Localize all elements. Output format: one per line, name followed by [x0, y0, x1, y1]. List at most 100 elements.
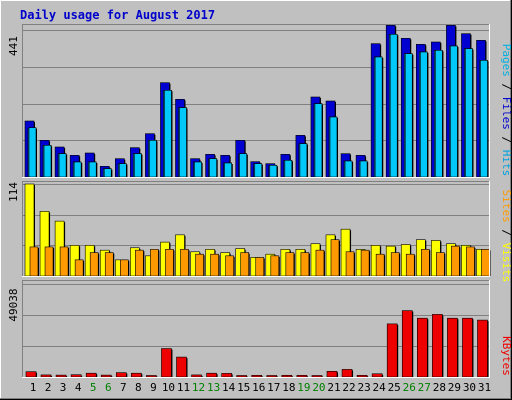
kbytes-bar-10-fill — [161, 348, 172, 378]
panel-visits-grid — [23, 184, 489, 246]
pages-bar-18-fill — [284, 160, 293, 178]
pages-bar-21-fill — [329, 116, 338, 178]
kbytes-bar-31 — [477, 319, 489, 378]
kbytes-bar-26 — [401, 310, 414, 378]
kbytes-bar-15-fill — [236, 375, 247, 378]
kbytes-bar-3 — [55, 374, 68, 378]
pages-bar-14-fill — [224, 162, 232, 178]
kbytes-bar-28 — [432, 314, 444, 378]
hits-legend-part-2: Files — [500, 97, 512, 130]
day-label-10: 10 — [162, 381, 175, 394]
sites-bar-7 — [120, 259, 130, 277]
kbytes-bar-9-fill — [146, 375, 157, 378]
panel-hits: 441 Pages / Files / Hits — [7, 24, 512, 178]
kbytes-bar-8-fill — [131, 372, 142, 378]
pages-bar-1-fill — [28, 127, 37, 178]
panel-visits-border-light — [22, 181, 490, 277]
pages-bar-21 — [329, 116, 338, 178]
sites-bar-22 — [345, 251, 356, 277]
panel-kbytes-ymax-label: 49038 — [7, 288, 20, 321]
sites-bar-17-fill — [270, 255, 280, 277]
sites-bar-19-fill — [300, 252, 310, 277]
pages-bar-30-fill — [465, 48, 473, 178]
pages-bar-18 — [284, 160, 293, 178]
panel-hits-border-light — [22, 24, 490, 178]
kbytes-bar-24 — [371, 373, 384, 378]
sites-bar-29 — [451, 245, 461, 277]
kbytes-bar-15 — [236, 375, 248, 378]
pages-bar-5-fill — [88, 161, 97, 178]
pages-bar-23 — [359, 160, 369, 178]
sites-bar-2-fill — [44, 246, 54, 277]
pages-bar-20 — [314, 103, 323, 178]
pages-bar-31-fill — [480, 60, 488, 178]
sites-bar-20-fill — [315, 249, 325, 277]
sites-bar-3 — [59, 246, 70, 277]
pages-bar-20-fill — [314, 103, 323, 178]
pages-bar-13 — [209, 158, 218, 178]
day-label-17: 17 — [267, 381, 280, 394]
day-label-8: 8 — [135, 381, 142, 394]
sites-bar-24-fill — [375, 253, 385, 277]
sites-bar-11 — [180, 249, 190, 277]
sites-bar-16-fill — [255, 257, 265, 277]
pages-bar-4 — [73, 161, 83, 178]
sites-bar-14-fill — [225, 255, 234, 277]
pages-bar-10 — [164, 90, 173, 178]
sites-bar-8-fill — [135, 249, 144, 277]
day-label-11: 11 — [177, 381, 190, 394]
pages-bar-26 — [404, 53, 414, 178]
kbytes-bar-5-fill — [85, 372, 97, 378]
panel-kbytes-bars — [25, 310, 489, 378]
sites-bar-5-fill — [89, 252, 99, 277]
sites-bar-30-fill — [466, 246, 475, 277]
kbytes-bar-7-fill — [116, 372, 127, 378]
kbytes-bar-18 — [281, 374, 293, 378]
day-label-6: 6 — [105, 381, 112, 394]
kbytes-bar-6 — [100, 374, 113, 378]
kbytes-bar-19-fill — [296, 374, 308, 378]
kbytes-bar-22 — [341, 369, 354, 378]
sites-bar-14 — [225, 255, 235, 277]
day-label-15: 15 — [237, 381, 250, 394]
pages-bar-3-fill — [58, 153, 67, 178]
kbytes-bar-19 — [296, 374, 308, 378]
hits-legend-part-3: / — [500, 130, 512, 150]
kbytes-bar-21 — [326, 371, 338, 378]
kbytes-bar-29 — [447, 317, 459, 378]
pages-bar-17-fill — [269, 165, 278, 178]
hits-legend-part-4: Hits — [500, 150, 512, 177]
sites-bar-2 — [44, 246, 55, 277]
sites-bar-3-fill — [59, 246, 69, 277]
x-axis-day-labels: 1 2 3 4 5 6 7 8 9 10 11 12 13 14 15 16 17 18 19 20 21 22 23 24 2… — [30, 381, 491, 394]
pages-bar-8 — [134, 153, 143, 178]
kbytes-bar-2 — [40, 374, 53, 378]
pages-bar-24 — [374, 56, 384, 178]
day-label-20: 20 — [312, 381, 325, 394]
kbytes-bar-14-fill — [221, 373, 232, 378]
kbytes-bar-23 — [356, 374, 369, 378]
panel-kbytes-border — [22, 280, 490, 378]
day-label-26: 26 — [403, 381, 416, 394]
day-label-28: 28 — [433, 381, 446, 394]
day-label-3: 3 — [60, 381, 67, 394]
kbytes-legend-part-0: KBytes — [500, 336, 512, 376]
pages-bar-4-fill — [73, 161, 82, 178]
visits-legend-part-0: Sites — [500, 190, 512, 223]
kbytes-bar-7 — [116, 372, 128, 378]
pages-bar-26-fill — [404, 53, 413, 178]
sites-bar-1-fill — [29, 246, 39, 277]
day-label-22: 22 — [342, 381, 355, 394]
sites-bar-23 — [360, 249, 371, 277]
kbytes-bar-8 — [131, 372, 143, 378]
kbytes-bar-26-fill — [401, 310, 413, 378]
pages-bar-2-fill — [43, 145, 52, 178]
panel-hits-legend: Pages / Files / Hits — [500, 44, 512, 177]
pages-bar-31 — [480, 60, 489, 178]
sites-bar-9-fill — [150, 249, 159, 277]
sites-bar-16 — [255, 257, 265, 277]
sites-bar-6 — [104, 252, 115, 277]
kbytes-bar-16 — [251, 374, 263, 378]
sites-bar-18-fill — [285, 252, 295, 277]
kbytes-bar-24-fill — [371, 373, 383, 378]
